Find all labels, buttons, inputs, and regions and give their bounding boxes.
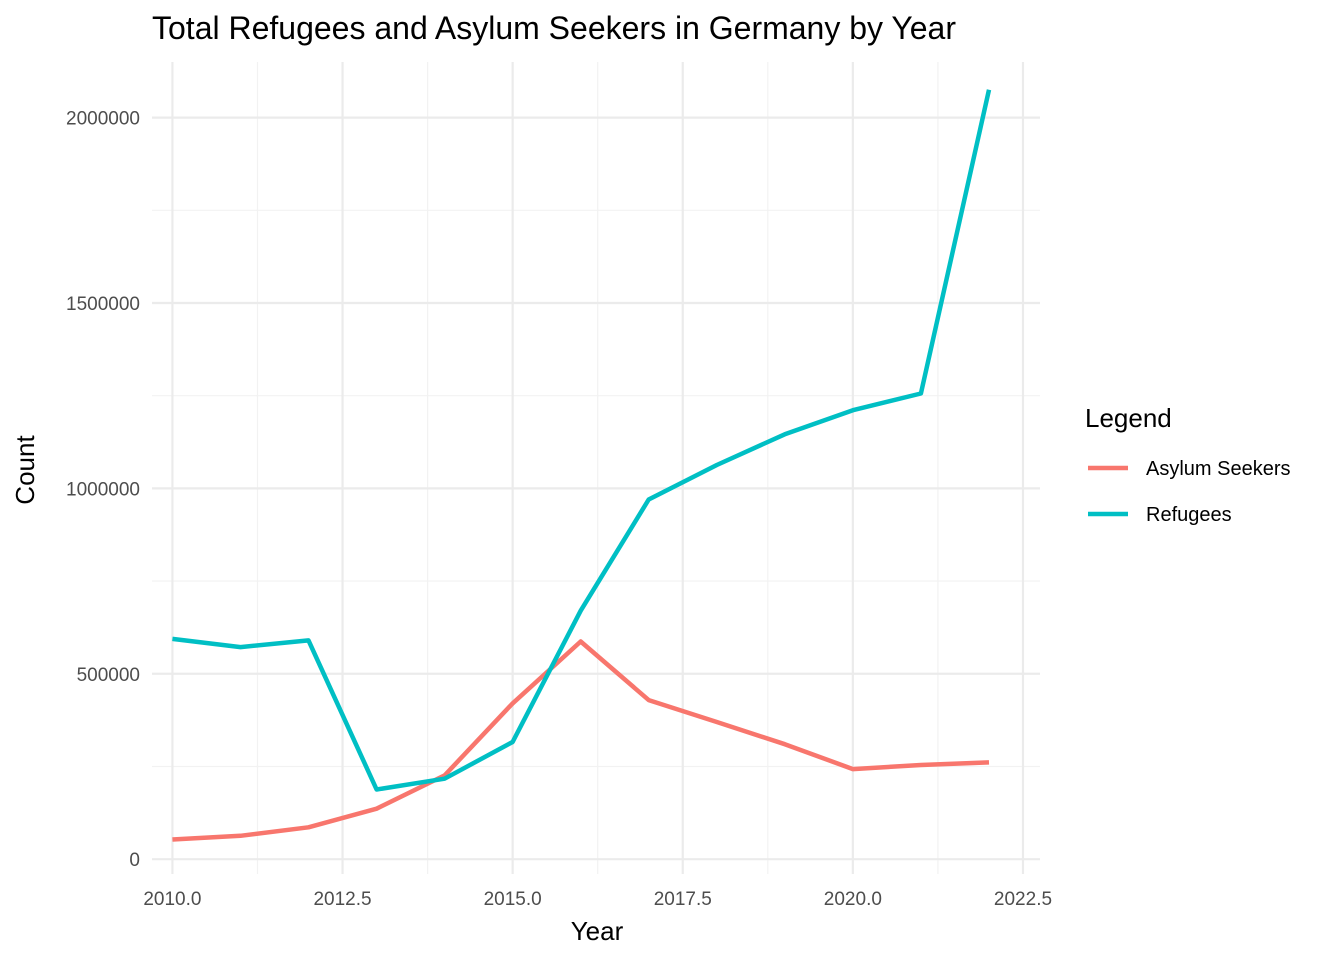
x-axis-ticks: 2010.0 2012.5 2015.0 2017.5 2020.0 2022.5 bbox=[143, 889, 1052, 910]
y-tick-label: 2000000 bbox=[66, 109, 140, 130]
x-tick-label: 2017.5 bbox=[654, 889, 712, 910]
grid bbox=[152, 62, 1040, 874]
legend: Legend Asylum Seekers Refugees bbox=[1085, 403, 1291, 526]
series-layer bbox=[172, 89, 992, 842]
chart-title: Total Refugees and Asylum Seekers in Ger… bbox=[152, 10, 956, 46]
asylum-seekers-line bbox=[172, 639, 990, 842]
legend-items: Asylum Seekers Refugees bbox=[1088, 458, 1291, 526]
y-axis-ticks: 0 500000 1000000 1500000 2000000 bbox=[66, 109, 140, 872]
x-axis-title: Year bbox=[571, 916, 624, 946]
asylum-seekers-legend-label: Asylum Seekers bbox=[1146, 458, 1291, 480]
y-axis-title: Count bbox=[10, 435, 40, 505]
y-tick-label: 0 bbox=[129, 850, 140, 871]
y-tick-label: 1000000 bbox=[66, 479, 140, 500]
legend-title: Legend bbox=[1085, 403, 1172, 433]
refugees-legend-label: Refugees bbox=[1146, 504, 1232, 526]
x-tick-label: 2015.0 bbox=[484, 889, 542, 910]
x-tick-label: 2012.5 bbox=[313, 889, 371, 910]
x-tick-label: 2022.5 bbox=[994, 889, 1052, 910]
y-tick-label: 500000 bbox=[77, 665, 140, 686]
y-tick-label: 1500000 bbox=[66, 294, 140, 315]
x-tick-label: 2020.0 bbox=[824, 889, 882, 910]
x-tick-label: 2010.0 bbox=[143, 889, 201, 910]
refugees-line bbox=[172, 89, 992, 792]
